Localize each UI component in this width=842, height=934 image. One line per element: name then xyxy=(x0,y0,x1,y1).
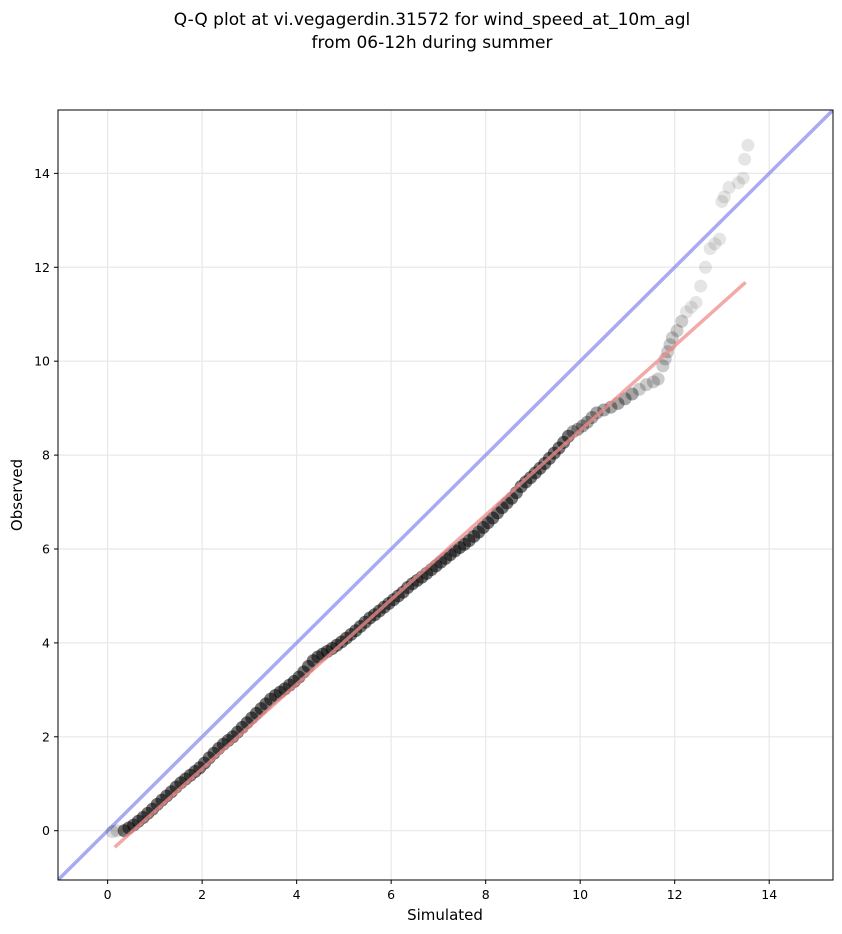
chart-title-line-2: from 06-12h during summer xyxy=(312,33,553,53)
fit-line xyxy=(113,281,747,849)
y-tick-label: 4 xyxy=(42,635,50,650)
quantile-point xyxy=(590,406,604,420)
quantile-point xyxy=(632,382,646,396)
quantile-point xyxy=(684,300,698,314)
quantile-point xyxy=(651,372,665,386)
y-axis-label: Observed xyxy=(8,459,26,531)
y-tick-label: 14 xyxy=(34,166,50,181)
quantile-point xyxy=(694,279,708,293)
y-tick-label: 8 xyxy=(42,448,50,463)
plot-frame xyxy=(57,109,834,881)
y-tick-label: 12 xyxy=(34,260,50,275)
identity-line-group xyxy=(58,110,833,880)
x-axis-ticks: 0 2 4 6 8 10 12 14 xyxy=(104,880,777,902)
quantile-point xyxy=(656,359,670,373)
quantile-point xyxy=(698,260,712,274)
x-tick-label: 14 xyxy=(761,887,777,902)
quantile-point xyxy=(670,324,684,338)
x-tick-label: 4 xyxy=(293,887,301,902)
quantile-point xyxy=(738,152,752,166)
quantile-point xyxy=(675,314,689,328)
quantile-point xyxy=(717,190,731,204)
fit-line-group xyxy=(113,281,747,849)
quantile-point xyxy=(665,331,679,345)
x-tick-label: 2 xyxy=(198,887,206,902)
quantile-point xyxy=(703,242,717,256)
x-tick-label: 12 xyxy=(667,887,683,902)
quantile-point xyxy=(722,180,736,194)
quantile-point xyxy=(689,296,703,309)
quantile-point xyxy=(571,422,585,436)
quantile-point xyxy=(713,232,727,246)
x-tick-label: 6 xyxy=(387,887,395,902)
quantile-point xyxy=(680,305,694,319)
x-tick-label: 0 xyxy=(104,887,112,902)
x-tick-label: 10 xyxy=(572,887,588,902)
y-tick-label: 6 xyxy=(42,541,50,556)
quantile-point xyxy=(639,378,653,392)
x-tick-label: 8 xyxy=(482,887,490,902)
chart-title-line-1: Q-Q plot at vi.vegagerdin.31572 for wind… xyxy=(174,10,690,30)
x-axis-label: Simulated xyxy=(407,906,483,924)
y-tick-label: 0 xyxy=(42,823,50,838)
quantile-point xyxy=(731,176,745,190)
quantile-point xyxy=(618,392,632,406)
y-tick-label: 2 xyxy=(42,729,50,744)
y-axis-ticks: 0 2 4 6 8 10 12 14 xyxy=(34,166,58,838)
quantile-point xyxy=(646,375,660,389)
quantile-point xyxy=(736,171,750,185)
quantile-point xyxy=(741,138,755,152)
identity-line xyxy=(58,110,833,880)
grid-lines xyxy=(58,110,833,880)
quantile-point xyxy=(625,387,639,401)
quantile-point xyxy=(715,195,729,209)
quantile-point xyxy=(105,825,119,839)
quantile-point xyxy=(708,237,722,251)
y-tick-label: 10 xyxy=(34,354,50,369)
